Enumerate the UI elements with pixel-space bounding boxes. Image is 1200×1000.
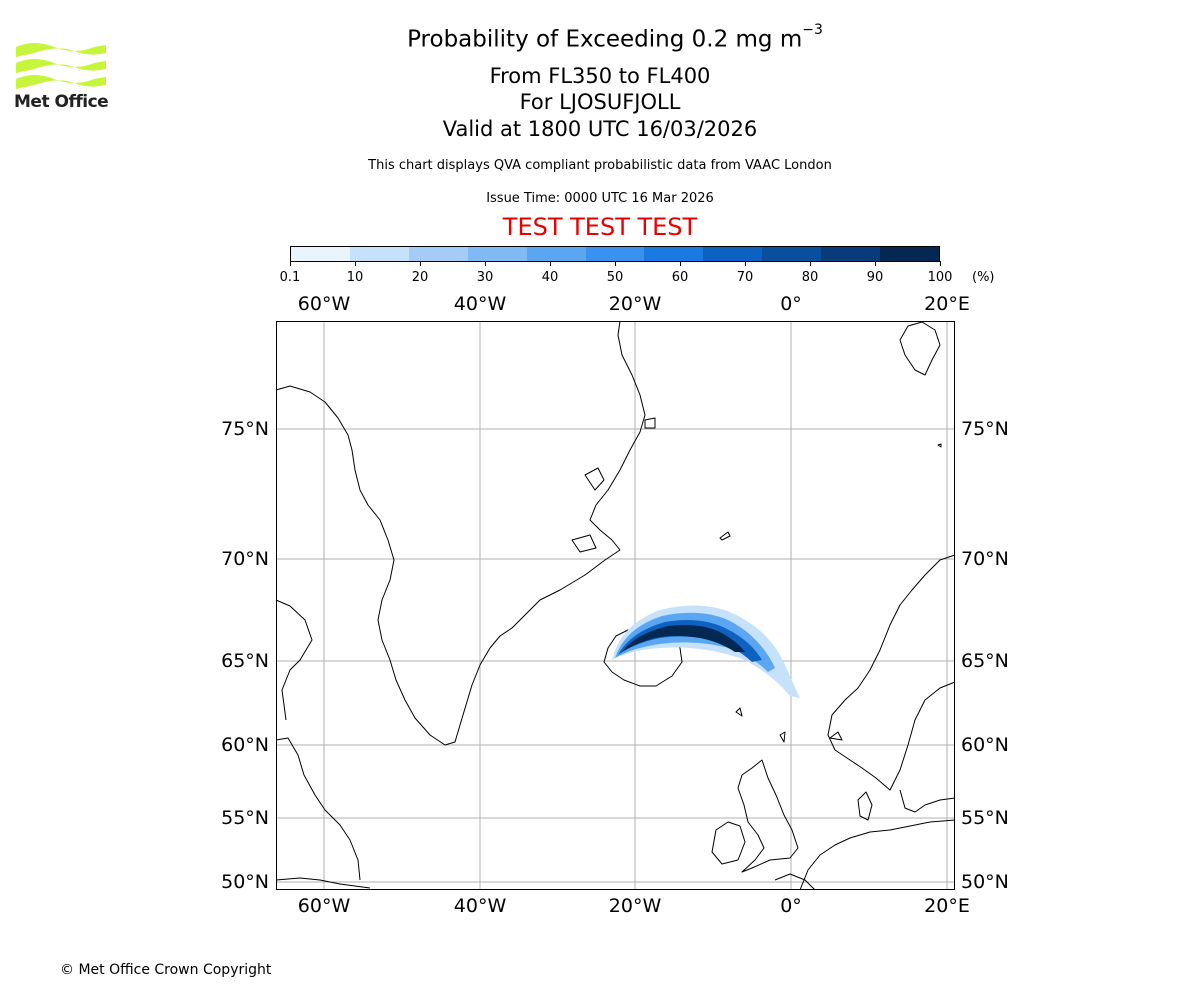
chart-title: Probability of Exceeding 0.2 mg m−3 bbox=[407, 22, 823, 53]
lon-label: 20°W bbox=[609, 293, 662, 315]
lat-labels-right: 75°N 70°N 65°N 60°N 55°N 50°N bbox=[961, 418, 1009, 893]
valid-time: Valid at 1800 UTC 16/03/2026 bbox=[442, 117, 758, 141]
lat-label: 50°N bbox=[961, 871, 1009, 893]
colorbar-segment bbox=[408, 247, 468, 261]
colorbar-tick-mark bbox=[940, 261, 941, 266]
title-superscript: −3 bbox=[802, 22, 823, 38]
issue-time: Issue Time: 0000 UTC 16 Mar 2026 bbox=[486, 191, 714, 206]
coastlines bbox=[275, 320, 956, 891]
lat-label: 65°N bbox=[961, 650, 1009, 672]
colorbar-tick-label: 80 bbox=[801, 270, 819, 285]
colorbar-tick-mark bbox=[420, 261, 421, 266]
lat-label: 60°N bbox=[221, 734, 269, 756]
lat-label: 70°N bbox=[961, 548, 1009, 570]
lon-label: 60°W bbox=[298, 293, 351, 315]
lon-label: 40°W bbox=[454, 293, 507, 315]
lon-labels-top: 60°W 40°W 20°W 0° 20°E bbox=[298, 293, 970, 315]
colorbar-tick-mark bbox=[615, 261, 616, 266]
colorbar-tick-label: 60 bbox=[671, 270, 689, 285]
lon-label: 20°E bbox=[924, 293, 970, 315]
met-office-logo-text: Met Office bbox=[14, 92, 109, 112]
colorbar-tick-mark bbox=[875, 261, 876, 266]
map-frame bbox=[276, 321, 955, 890]
colorbar-tick-mark bbox=[290, 261, 291, 266]
colorbar-tick-label: 30 bbox=[476, 270, 494, 285]
colorbar-tick-label: 50 bbox=[606, 270, 624, 285]
colorbar-segment bbox=[821, 247, 881, 261]
lat-label: 75°N bbox=[221, 418, 269, 440]
ireland-coast bbox=[711, 821, 746, 865]
copyright-notice: © Met Office Crown Copyright bbox=[60, 962, 272, 978]
colorbar-segment bbox=[585, 247, 645, 261]
lat-label: 60°N bbox=[961, 734, 1009, 756]
flight-level-range: From FL350 to FL400 bbox=[489, 64, 711, 88]
met-office-wave-logo-icon bbox=[16, 43, 106, 89]
colorbar-tick-mark bbox=[485, 261, 486, 266]
lat-label: 75°N bbox=[961, 418, 1009, 440]
lon-label: 60°W bbox=[298, 895, 351, 917]
ash-plume bbox=[612, 605, 800, 698]
colorbar-tick-mark bbox=[355, 261, 356, 266]
colorbar-tick-mark bbox=[745, 261, 746, 266]
colorbar-tick-mark bbox=[680, 261, 681, 266]
uk-coast bbox=[737, 759, 799, 873]
colorbar-segment bbox=[291, 247, 350, 261]
colorbar-tick-label: 70 bbox=[736, 270, 754, 285]
map-gridlines bbox=[276, 321, 955, 890]
colorbar-segment bbox=[349, 247, 409, 261]
colorbar-segment bbox=[644, 247, 704, 261]
chart-subtitle: This chart displays QVA compliant probab… bbox=[368, 158, 832, 173]
colorbar-tick-mark bbox=[810, 261, 811, 266]
colorbar-tick-label: 0.1 bbox=[279, 270, 301, 285]
volcano-location: For LJOSUFJOLL bbox=[519, 90, 681, 114]
lon-label: 0° bbox=[780, 293, 802, 315]
colorbar-tick-label: 100 bbox=[927, 270, 953, 285]
lat-label: 50°N bbox=[221, 871, 269, 893]
colorbar-segment bbox=[703, 247, 763, 261]
scandinavia-coast bbox=[827, 554, 956, 791]
lon-label: 0° bbox=[780, 895, 802, 917]
baffin-coast bbox=[275, 599, 313, 721]
colorbar-unit: (%) bbox=[972, 270, 995, 285]
lon-label: 20°E bbox=[924, 895, 970, 917]
lat-label: 65°N bbox=[221, 650, 269, 672]
lon-label: 20°W bbox=[609, 895, 662, 917]
lat-label: 70°N bbox=[221, 548, 269, 570]
colorbar-segment bbox=[467, 247, 527, 261]
greenland-coast bbox=[275, 320, 646, 746]
iceland-coast bbox=[603, 629, 683, 687]
colorbar-tick-label: 90 bbox=[866, 270, 884, 285]
lat-label: 55°N bbox=[221, 807, 269, 829]
colorbar-tick-label: 10 bbox=[346, 270, 364, 285]
colorbar-segment bbox=[762, 247, 822, 261]
lon-labels-bottom: 60°W 40°W 20°W 0° 20°E bbox=[298, 895, 970, 917]
colorbar-segment bbox=[880, 247, 939, 261]
test-banner: TEST TEST TEST bbox=[502, 213, 698, 241]
svalbard-coast bbox=[899, 321, 941, 376]
colorbar-tick-mark bbox=[550, 261, 551, 266]
lon-label: 40°W bbox=[454, 895, 507, 917]
colorbar-tick-label: 40 bbox=[541, 270, 559, 285]
colorbar-segment bbox=[526, 247, 586, 261]
colorbar-tick-label: 20 bbox=[411, 270, 429, 285]
lat-labels-left: 75°N 70°N 65°N 60°N 55°N 50°N bbox=[221, 418, 269, 893]
lat-label: 55°N bbox=[961, 807, 1009, 829]
